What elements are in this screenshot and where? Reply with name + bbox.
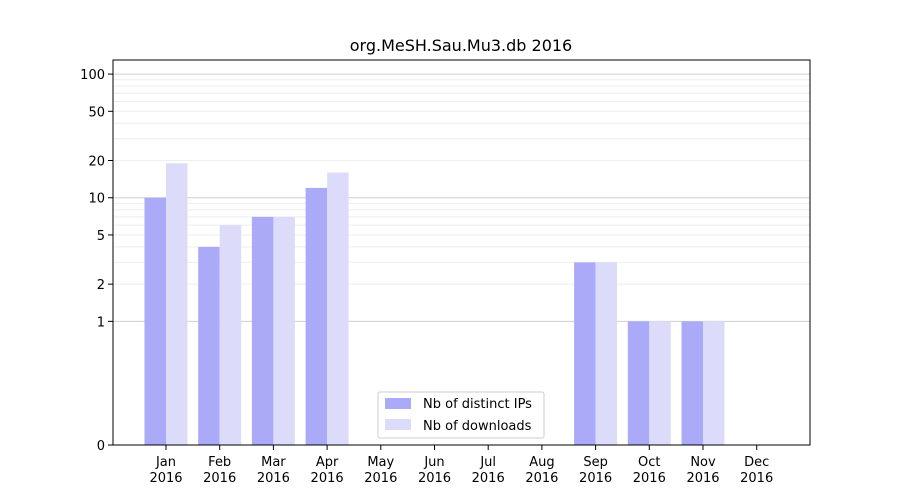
y-tick-label: 10 bbox=[88, 192, 105, 207]
legend-box bbox=[377, 391, 545, 439]
bar-downloads bbox=[273, 216, 295, 445]
y-tick-label: 20 bbox=[88, 155, 105, 170]
plot-frame bbox=[112, 59, 811, 446]
bar-downloads bbox=[327, 172, 349, 446]
y-tick-label: 100 bbox=[80, 68, 105, 83]
bar-distinct-ips bbox=[305, 187, 328, 445]
bar-distinct-ips bbox=[681, 321, 703, 445]
bar-downloads bbox=[166, 163, 188, 445]
y-tick-label: 50 bbox=[88, 105, 105, 120]
legend-label-distinct-ips: Nb of distinct IPs bbox=[423, 397, 532, 412]
x-tick-label: Sep 2016 bbox=[579, 455, 612, 486]
x-tick-label: Mar 2016 bbox=[257, 455, 290, 486]
bar-downloads bbox=[595, 262, 618, 445]
bar-distinct-ips bbox=[574, 262, 596, 445]
grid bbox=[113, 73, 810, 322]
x-tick-label: Oct 2016 bbox=[633, 455, 666, 486]
bar-distinct-ips bbox=[251, 216, 274, 445]
x-tick-label: Apr 2016 bbox=[311, 455, 344, 486]
legend: Nb of distinct IPs Nb of downloads bbox=[377, 391, 545, 439]
y-tick-label: 0 bbox=[97, 439, 105, 454]
x-tick-label: Aug 2016 bbox=[525, 455, 558, 486]
x-tick-label: Feb 2016 bbox=[203, 455, 236, 486]
y-tick-label: 2 bbox=[97, 278, 105, 293]
y-tick-label: 5 bbox=[97, 229, 105, 244]
y-tick-label: 1 bbox=[97, 315, 105, 330]
bar-distinct-ips bbox=[144, 197, 166, 445]
legend-label-downloads: Nb of downloads bbox=[423, 419, 532, 434]
bar-distinct-ips bbox=[198, 246, 220, 445]
x-tick-label: Jul 2016 bbox=[472, 455, 505, 486]
x-axis: Jan 2016 Feb 2016 Mar 2016 Apr 2016 May 2016 Jun 20… bbox=[149, 445, 773, 486]
bar-downloads bbox=[703, 321, 725, 445]
y-axis: 0 1 2 5 10 20 50 100 bbox=[80, 68, 113, 454]
x-tick-label: Jun 2016 bbox=[418, 455, 451, 486]
bar-downloads bbox=[219, 225, 242, 445]
x-tick-label: Jan 2016 bbox=[149, 455, 182, 486]
legend-swatch-downloads bbox=[385, 419, 411, 430]
chart-title: org.MeSH.Sau.Mu3.db 2016 bbox=[350, 36, 572, 55]
bar-distinct-ips bbox=[627, 321, 650, 445]
bar-downloads bbox=[649, 321, 671, 445]
legend-swatch-distinct-ips bbox=[385, 398, 411, 409]
bars bbox=[144, 163, 725, 446]
x-tick-label: May 2016 bbox=[364, 455, 397, 486]
x-tick-label: Nov 2016 bbox=[686, 455, 719, 486]
x-tick-label: Dec 2016 bbox=[740, 455, 773, 486]
